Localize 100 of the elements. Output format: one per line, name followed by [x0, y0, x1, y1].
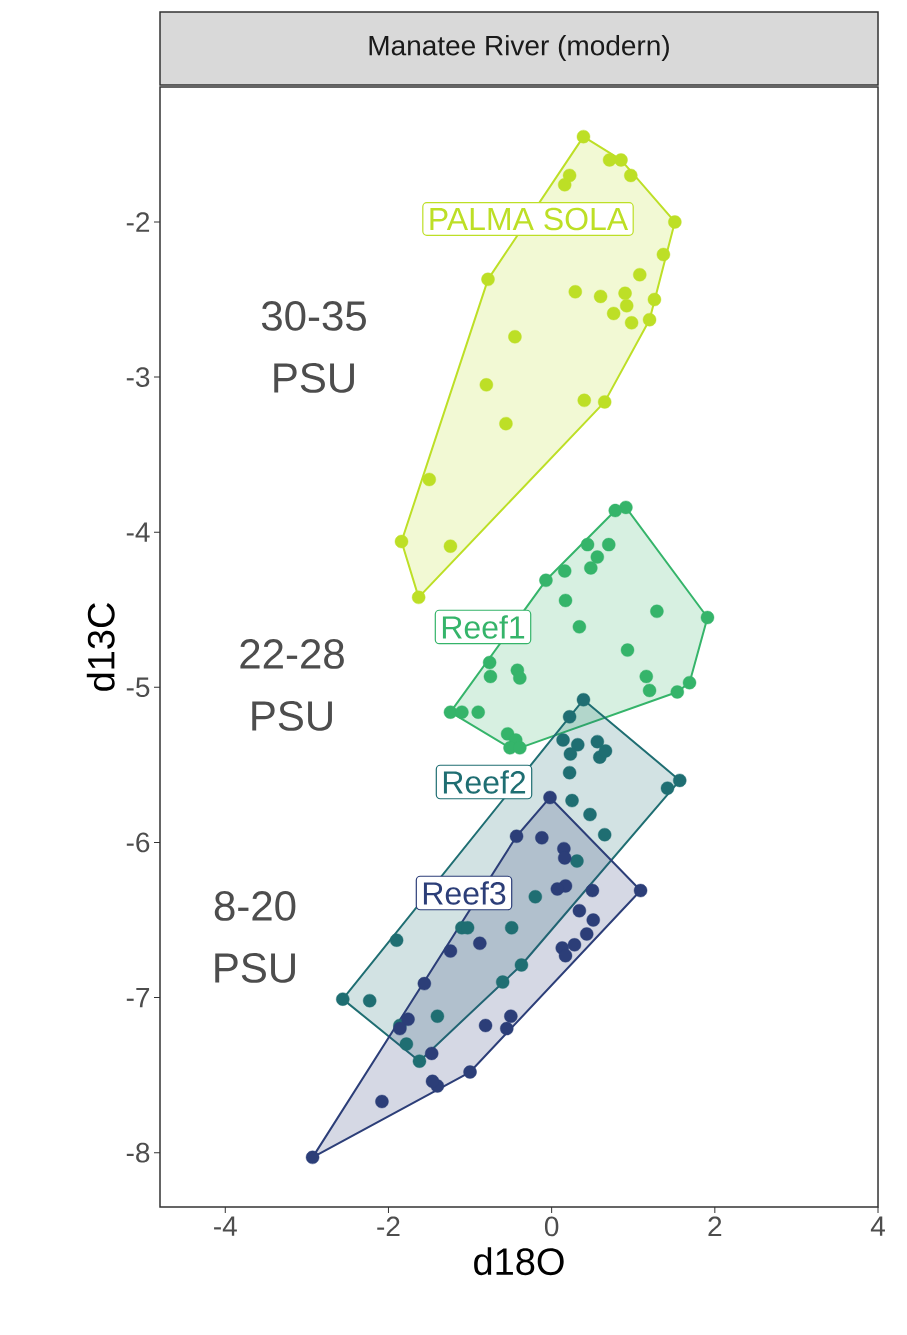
point	[482, 655, 497, 670]
point	[620, 643, 635, 657]
point	[558, 949, 573, 963]
point	[639, 669, 653, 684]
chart-title: Manatee River (modern)	[369, 34, 669, 62]
y-tick-label: -7	[126, 987, 150, 1008]
point	[513, 741, 527, 755]
point	[455, 705, 469, 719]
point	[305, 1150, 320, 1165]
point	[682, 675, 697, 690]
point	[412, 1054, 427, 1068]
y-axis-title: d13C	[86, 603, 115, 691]
point	[543, 790, 557, 805]
point	[618, 286, 632, 301]
point	[620, 299, 634, 313]
x-tick-label: 0	[544, 1216, 559, 1237]
point	[362, 993, 377, 1008]
x-tick-label: 2	[708, 1216, 722, 1237]
point	[389, 933, 404, 947]
point	[495, 975, 510, 989]
point	[563, 747, 578, 761]
point	[602, 153, 617, 167]
point	[562, 710, 577, 724]
point	[571, 738, 585, 752]
point	[509, 829, 524, 843]
point	[535, 831, 549, 845]
annotation: 22-28 PSU	[240, 639, 344, 731]
point	[576, 693, 591, 707]
point	[558, 564, 572, 578]
y-tick-label: -6	[126, 832, 150, 853]
point	[479, 378, 494, 392]
point	[417, 976, 432, 991]
point	[425, 1046, 439, 1061]
point	[394, 534, 409, 549]
point	[642, 312, 657, 327]
point	[550, 882, 565, 896]
point	[624, 168, 638, 183]
point	[673, 773, 687, 788]
legend-label: Reef2	[443, 770, 526, 794]
point	[422, 472, 436, 487]
point	[504, 1009, 518, 1023]
point	[597, 828, 612, 842]
point	[499, 416, 513, 431]
legend-label: Reef1	[442, 615, 525, 639]
legend-label: PALMA SOLA	[430, 207, 629, 231]
x-axis-title: d18O	[474, 1247, 564, 1276]
y-tick-label: -5	[126, 677, 150, 698]
y-tick-label: -2	[126, 212, 150, 232]
point	[375, 1094, 389, 1109]
point	[593, 289, 608, 304]
point	[608, 503, 622, 518]
point	[425, 1074, 440, 1089]
point	[633, 268, 647, 282]
point	[597, 395, 612, 409]
point	[642, 683, 657, 698]
point	[558, 593, 573, 608]
point	[700, 610, 715, 625]
y-tick-label: -3	[126, 367, 150, 387]
point	[473, 936, 487, 950]
point	[556, 733, 570, 747]
point	[598, 744, 613, 758]
point	[585, 883, 600, 898]
point	[478, 1018, 493, 1033]
annotation: 8-20 PSU	[214, 891, 296, 983]
y-tick-label: -8	[126, 1142, 150, 1163]
point	[584, 561, 598, 575]
point	[471, 705, 485, 719]
point	[614, 153, 628, 167]
point	[583, 807, 597, 822]
point	[572, 904, 587, 918]
point	[576, 129, 591, 144]
point	[580, 537, 595, 552]
point	[481, 272, 495, 287]
point	[430, 1009, 445, 1023]
point	[443, 539, 458, 553]
point	[514, 958, 529, 972]
point	[568, 285, 582, 299]
point	[647, 292, 662, 307]
point	[500, 1021, 514, 1036]
point	[570, 854, 584, 868]
point	[483, 669, 498, 684]
point	[602, 537, 616, 552]
point	[660, 781, 675, 795]
annotation: 30-35 PSU	[261, 301, 366, 393]
point	[580, 927, 594, 941]
point	[670, 685, 684, 699]
point	[656, 247, 671, 262]
point	[443, 944, 458, 958]
point	[586, 913, 600, 927]
point	[504, 921, 519, 935]
point	[513, 671, 527, 685]
legend-label: Reef3	[423, 881, 506, 905]
point	[562, 765, 577, 780]
point	[411, 590, 426, 605]
point	[463, 1065, 477, 1079]
point	[577, 393, 591, 408]
point	[558, 178, 572, 192]
x-tick-label: -4	[214, 1216, 237, 1236]
point	[401, 1012, 415, 1026]
point	[528, 890, 543, 904]
